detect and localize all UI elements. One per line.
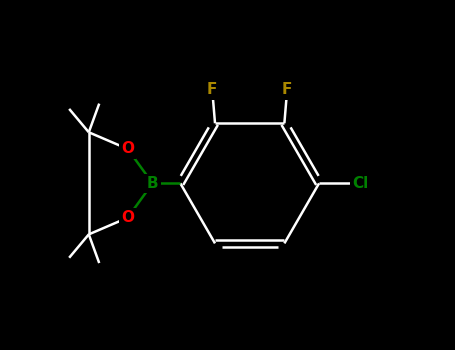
Text: Cl: Cl (353, 176, 369, 191)
Text: B: B (147, 176, 158, 191)
Text: F: F (207, 83, 217, 97)
Text: O: O (121, 210, 134, 225)
Text: O: O (121, 141, 134, 156)
Text: F: F (282, 83, 292, 97)
